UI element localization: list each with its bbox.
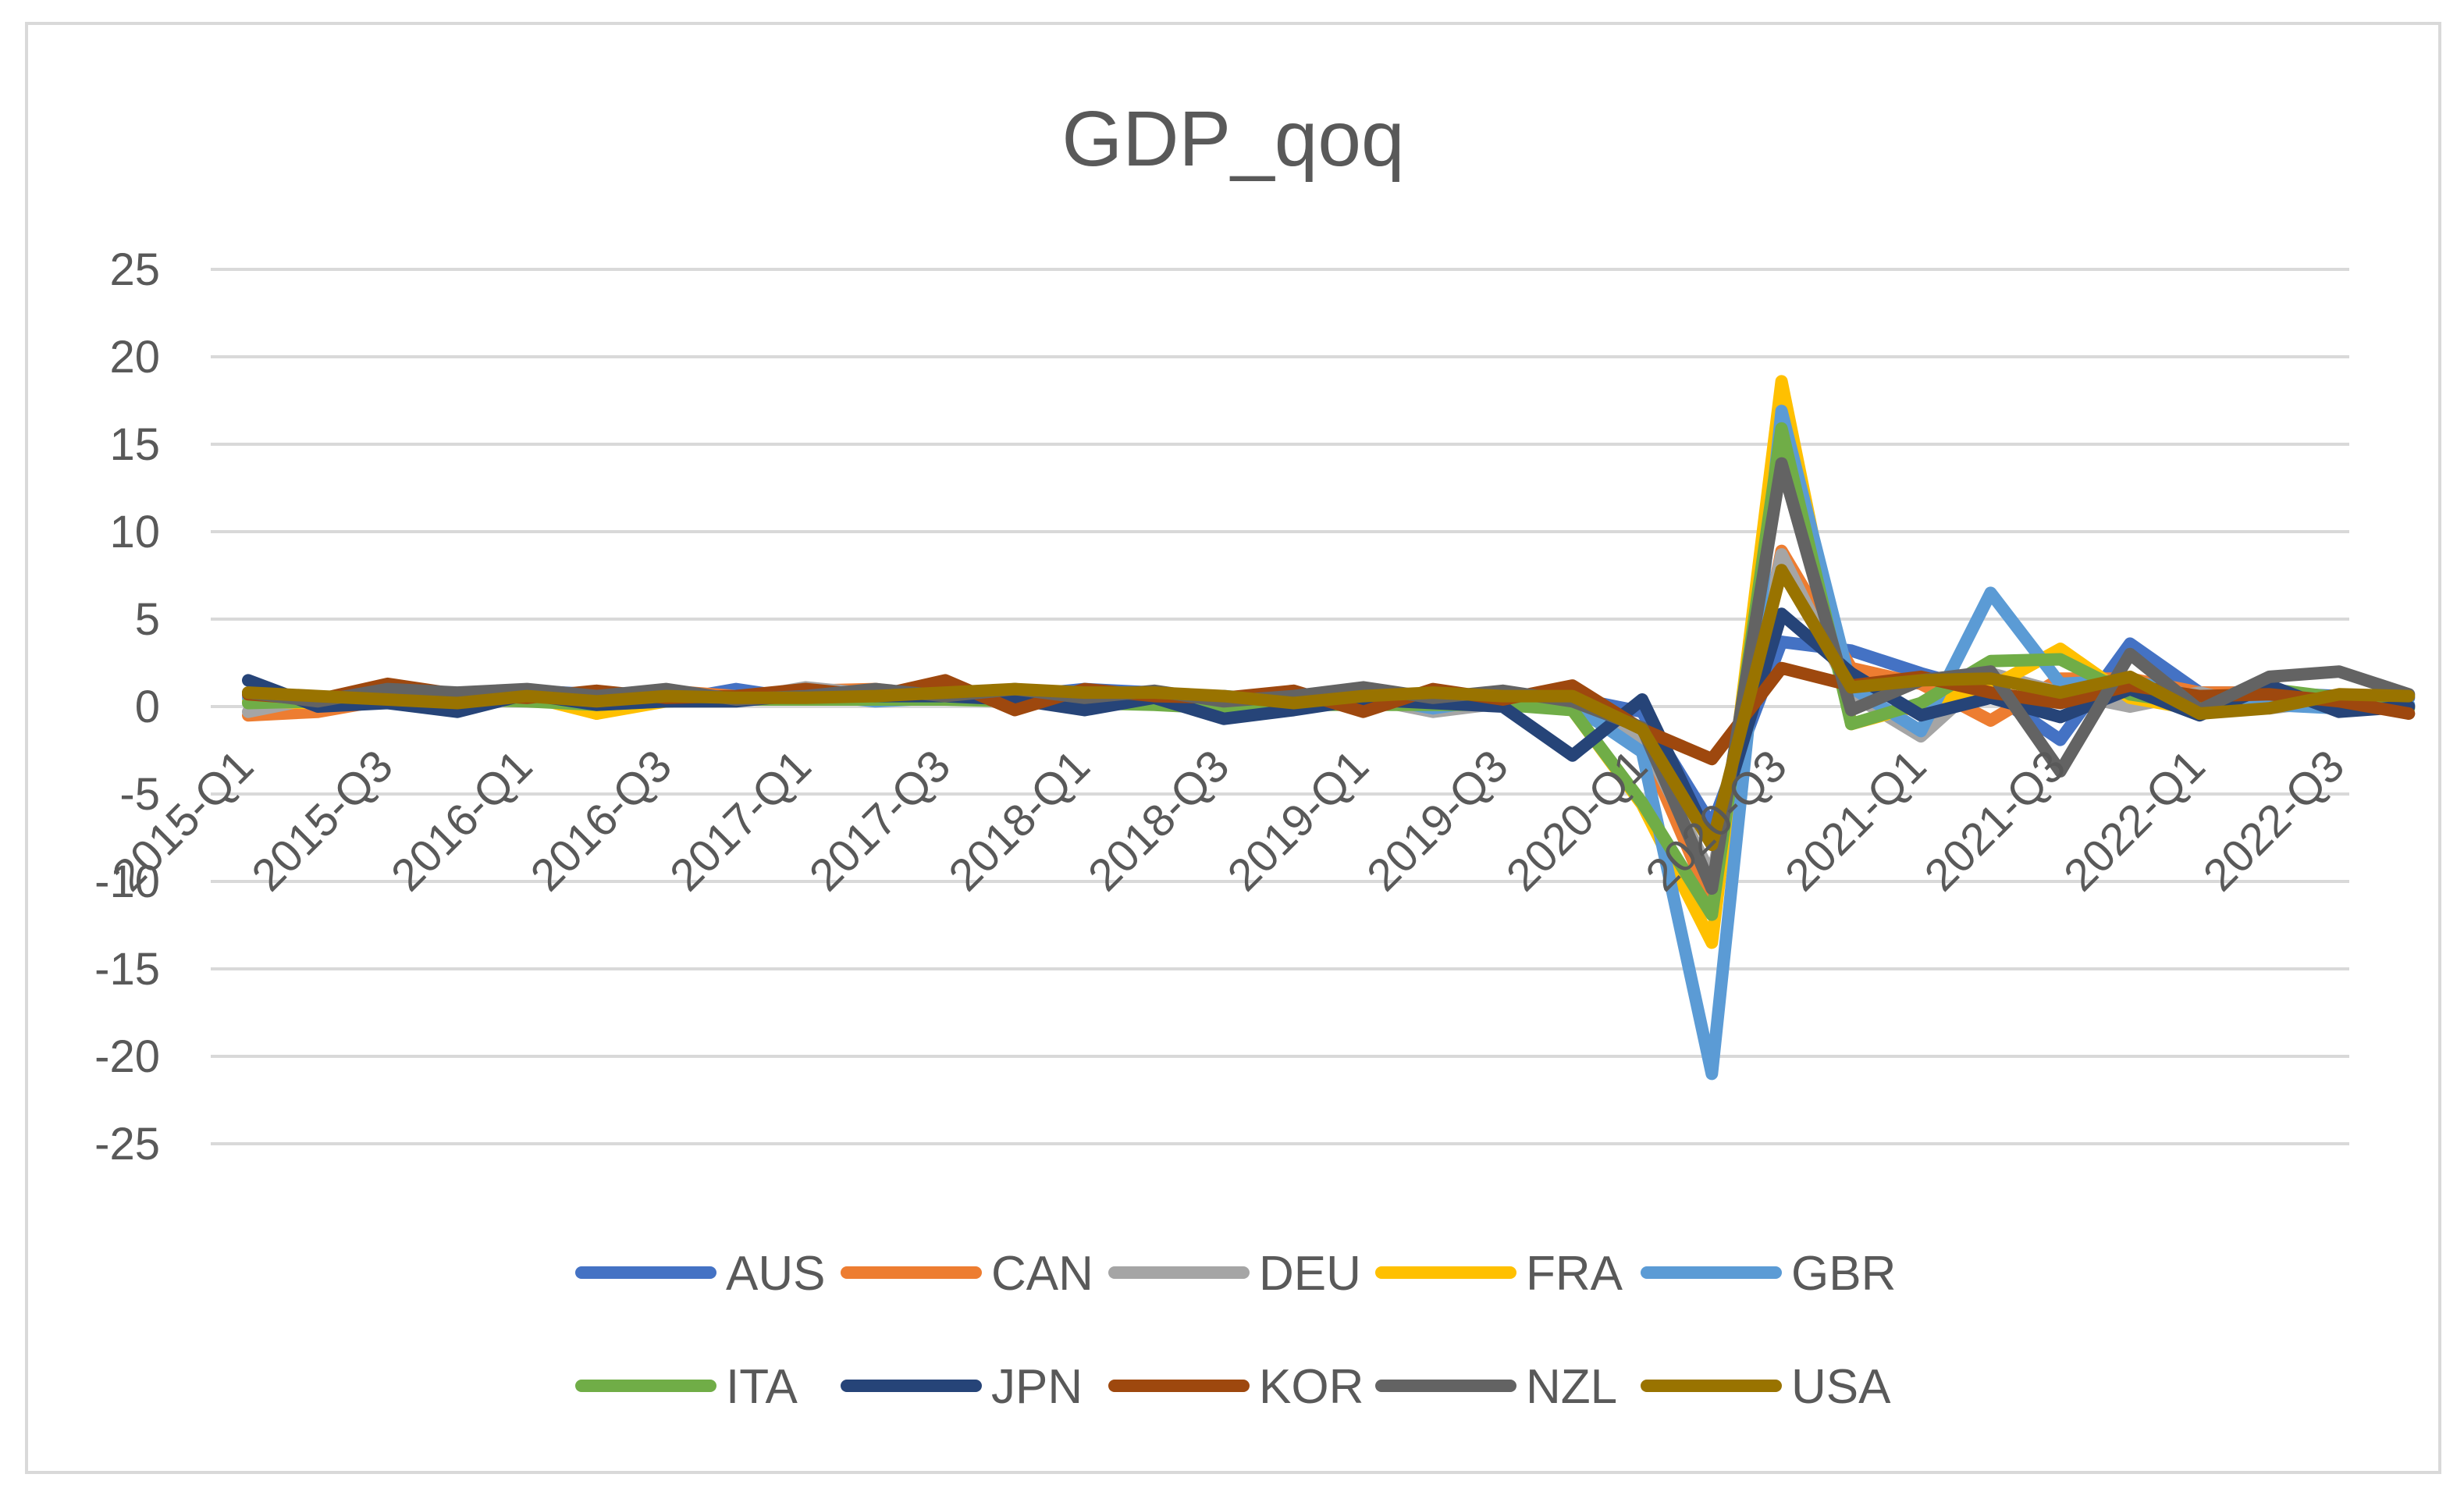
legend-label-kor: KOR bbox=[1259, 1360, 1364, 1414]
y-axis-tick-labels: -25 -20 -15 -10 -5 0 5 10 15 20 25 bbox=[94, 244, 160, 1170]
series-line-usa bbox=[242, 564, 2416, 851]
x-tick-label: 2017-Q3 bbox=[800, 740, 961, 901]
x-tick-label: 2016-Q3 bbox=[521, 740, 681, 901]
y-tick-label: -20 bbox=[94, 1031, 160, 1082]
gridlines bbox=[211, 268, 2349, 1145]
y-tick-label: 15 bbox=[109, 419, 160, 470]
y-tick-label: 10 bbox=[109, 507, 160, 557]
chart-title: GDP_qoq bbox=[1061, 95, 1404, 183]
x-tick-label: 2022-Q1 bbox=[2054, 740, 2215, 901]
x-tick-label: 2016-Q1 bbox=[382, 740, 542, 901]
y-tick-label: 25 bbox=[109, 244, 160, 295]
y-tick-label: 20 bbox=[109, 332, 160, 383]
x-tick-label: 2020-Q1 bbox=[1497, 740, 1658, 901]
x-tick-label: 2022-Q3 bbox=[2194, 740, 2355, 901]
x-tick-label: 2019-Q1 bbox=[1218, 740, 1378, 901]
legend-label-can: CAN bbox=[991, 1247, 1093, 1301]
y-tick-label: -5 bbox=[119, 769, 160, 820]
x-tick-label: 2021-Q3 bbox=[1915, 740, 2075, 901]
series-lines bbox=[242, 375, 2416, 1081]
y-tick-label: 0 bbox=[135, 682, 160, 732]
legend-label-usa: USA bbox=[1791, 1360, 1891, 1414]
x-tick-label: 2021-Q1 bbox=[1776, 740, 1936, 901]
legend: AUS CAN DEU FRA GBR ITA JPN KOR NZL USA bbox=[575, 1247, 1896, 1414]
x-tick-label: 2015-Q3 bbox=[242, 740, 403, 901]
x-tick-label: 2018-Q1 bbox=[939, 740, 1100, 901]
legend-label-ita: ITA bbox=[726, 1360, 798, 1414]
legend-label-jpn: JPN bbox=[991, 1360, 1083, 1414]
legend-label-fra: FRA bbox=[1526, 1247, 1623, 1301]
y-tick-label: -10 bbox=[94, 856, 160, 907]
legend-label-nzl: NZL bbox=[1526, 1360, 1617, 1414]
legend-label-gbr: GBR bbox=[1791, 1247, 1896, 1301]
x-tick-label: 2015-Q1 bbox=[103, 740, 264, 901]
x-tick-label: 2018-Q3 bbox=[1079, 740, 1239, 901]
x-tick-label: 2017-Q1 bbox=[660, 740, 821, 901]
y-tick-label: -25 bbox=[94, 1119, 160, 1170]
x-axis-tick-labels: 2015-Q12015-Q32016-Q12016-Q32017-Q12017-… bbox=[103, 740, 2355, 901]
x-tick-label: 2019-Q3 bbox=[1357, 740, 1518, 901]
legend-label-deu: DEU bbox=[1259, 1247, 1361, 1301]
y-tick-label: -15 bbox=[94, 944, 160, 995]
legend-label-aus: AUS bbox=[726, 1247, 825, 1301]
y-tick-label: 5 bbox=[135, 594, 160, 645]
